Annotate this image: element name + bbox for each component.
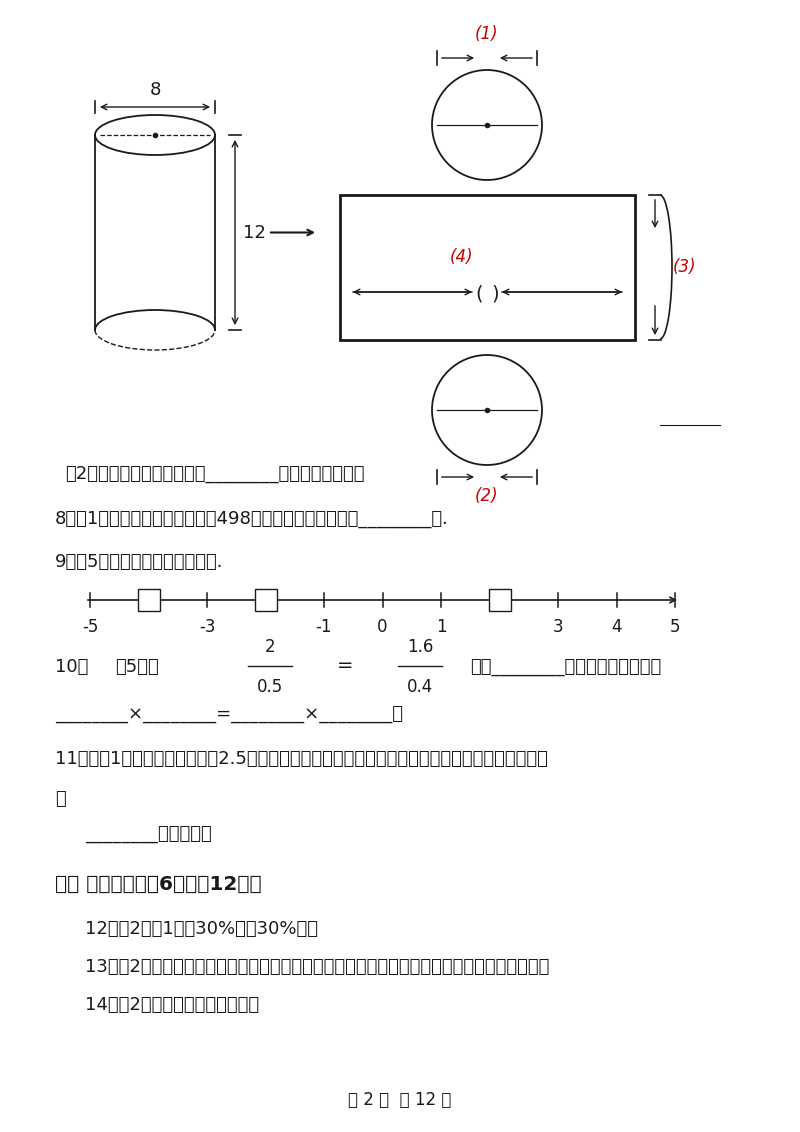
Text: 根据________的基本性质可以得出: 根据________的基本性质可以得出 (470, 658, 662, 676)
Bar (138, 589, 159, 611)
Text: -3: -3 (198, 618, 215, 636)
Text: 4: 4 (611, 618, 622, 636)
Text: 第 2 页  八 12 页: 第 2 页 八 12 页 (348, 1091, 452, 1109)
Text: 12．（2分）1米的30%就是30%米。: 12．（2分）1米的30%就是30%米。 (85, 920, 318, 938)
Text: ________×________=________×________．: ________×________=________×________． (55, 705, 403, 723)
Text: 10．: 10． (55, 658, 88, 676)
Text: ________平方分米。: ________平方分米。 (85, 825, 212, 843)
Text: 12: 12 (243, 223, 266, 241)
Text: 8: 8 (150, 82, 161, 98)
Text: 0.4: 0.4 (407, 678, 433, 696)
Text: 9．（5分）在口里填上合适的数.: 9．（5分）在口里填上合适的数. (55, 554, 223, 571)
Text: 0.5: 0.5 (257, 678, 283, 696)
Text: 14．（2分）利息一定小于本金。: 14．（2分）利息一定小于本金。 (85, 996, 259, 1014)
Text: (4): (4) (450, 248, 474, 266)
Text: ): ) (491, 284, 499, 303)
Bar (489, 589, 510, 611)
Bar (340, 195, 635, 340)
Text: （2）计算这个圆柱的表面积________．（单位：厘米）: （2）计算这个圆柱的表面积________．（单位：厘米） (65, 465, 365, 483)
Text: (3): (3) (673, 258, 697, 276)
Text: -1: -1 (316, 618, 332, 636)
Text: =: = (337, 657, 354, 676)
Bar (254, 589, 277, 611)
Text: 0: 0 (378, 618, 388, 636)
Text: (2): (2) (475, 487, 499, 505)
Text: 3: 3 (553, 618, 563, 636)
Text: 1: 1 (436, 618, 446, 636)
Text: 1.6: 1.6 (407, 638, 433, 657)
Text: (1): (1) (475, 25, 499, 43)
Text: 二、 判断题．（兲6题；入12分）: 二、 判断题．（兲6题；入12分） (55, 875, 262, 894)
Text: 5: 5 (670, 618, 680, 636)
Text: （5分）: （5分） (115, 658, 158, 676)
Text: 11．　（1分）把一个底面半径2.5分米的圆柱体侧面展开，得到一个正方形，这个圆柱体的侧面积: 11． （1分）把一个底面半径2.5分米的圆柱体侧面展开，得到一个正方形，这个圆… (55, 751, 548, 767)
Text: 2: 2 (265, 638, 275, 657)
Text: 8．（1分）一双运动鞋的原价为498元，八五折后的价錢为________元.: 8．（1分）一双运动鞋的原价为498元，八五折后的价錢为________元. (55, 511, 449, 528)
Text: 13．（2分）一个长方体和圆柱体的底面积、高都相等，所以它们的体积也相等。（判断对错）: 13．（2分）一个长方体和圆柱体的底面积、高都相等，所以它们的体积也相等。（判断… (85, 958, 550, 976)
Text: -5: -5 (82, 618, 98, 636)
Text: 是: 是 (55, 790, 66, 808)
Text: (: ( (475, 284, 482, 303)
